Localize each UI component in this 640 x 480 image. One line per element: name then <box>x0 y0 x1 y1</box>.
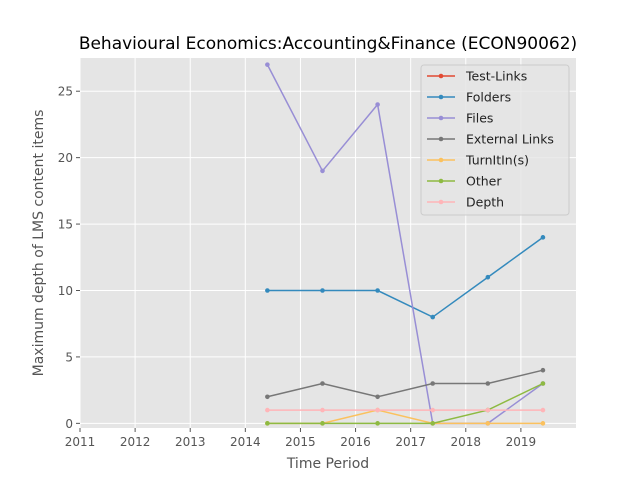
legend-label-test-links: Test-Links <box>465 69 527 84</box>
data-point-external-links <box>375 394 380 400</box>
x-tick-label: 2015 <box>285 435 316 449</box>
data-point-folders <box>540 235 546 240</box>
x-axis-ticks: 2011 2012 2013 2014 2015 2016 2017 2018 2019 <box>65 428 536 449</box>
series-line-folders <box>267 236 544 318</box>
x-tick-label: 2012 <box>120 435 151 449</box>
legend-label-folders: Folders <box>466 90 511 105</box>
legend-marker-depth <box>438 199 444 205</box>
data-point-depth <box>320 407 325 413</box>
legend-label-other: Other <box>466 174 502 189</box>
data-point-folders <box>375 288 380 293</box>
legend-label-depth: Depth <box>466 195 504 210</box>
data-point-external-links <box>265 394 270 400</box>
y-tick-label: 15 <box>58 218 73 232</box>
series-lines <box>265 62 546 426</box>
data-point-external-links <box>540 367 546 373</box>
data-point-files <box>320 168 325 174</box>
data-point-folders <box>430 314 436 320</box>
legend-label-files: Files <box>466 111 493 126</box>
chart-title: Behavioural Economics:Accounting&Finance… <box>79 34 577 54</box>
data-point-other <box>375 421 380 426</box>
y-axis-ticks: 0 5 10 15 20 25 <box>58 85 80 431</box>
data-point-folders <box>485 274 491 280</box>
legend: Test-Links Folders Files External Links Turn… <box>420 64 570 216</box>
y-tick-label: 20 <box>58 151 73 165</box>
data-point-folders <box>265 288 270 293</box>
data-point-other <box>430 421 436 426</box>
y-axis-label: Maximum depth of LMS content items <box>31 110 47 377</box>
data-point-files <box>265 62 270 67</box>
x-tick-label: 2018 <box>451 435 482 449</box>
data-point-external-links <box>320 381 325 386</box>
legend-marker-test-links <box>438 73 444 79</box>
data-point-external-links <box>430 381 436 386</box>
x-tick-label: 2016 <box>340 435 371 449</box>
series-line-external-links <box>267 369 544 398</box>
y-tick-label: 0 <box>65 417 73 431</box>
x-tick-label: 2011 <box>65 435 96 449</box>
data-point-files <box>375 102 380 107</box>
data-point-turnitin-s <box>485 421 491 426</box>
y-tick-label: 5 <box>65 350 73 364</box>
x-axis-label: Time Period <box>286 456 369 472</box>
legend-marker-files <box>438 115 444 121</box>
x-tick-label: 2014 <box>230 435 261 449</box>
data-point-external-links <box>485 381 491 386</box>
y-tick-label: 10 <box>58 284 73 298</box>
data-point-other <box>265 421 270 426</box>
series-line-other <box>267 382 544 425</box>
legend-marker-folders <box>438 94 444 100</box>
data-point-other <box>540 381 546 386</box>
x-tick-label: 2019 <box>506 435 537 449</box>
legend-marker-turnitin-s <box>438 157 444 163</box>
legend-box <box>420 64 570 216</box>
legend-label-turnitin-s: TurnItIn(s) <box>465 153 529 168</box>
x-tick-label: 2013 <box>175 435 206 449</box>
data-point-other <box>320 421 325 426</box>
data-point-turnitin-s <box>540 421 546 426</box>
legend-marker-external-links <box>438 136 444 142</box>
data-point-folders <box>320 288 325 293</box>
data-point-depth <box>375 407 380 413</box>
x-tick-label: 2017 <box>395 435 426 449</box>
legend-label-external-links: External Links <box>466 132 554 147</box>
data-point-depth <box>430 407 436 413</box>
legend-marker-other <box>438 178 444 184</box>
data-point-depth <box>265 407 270 413</box>
data-point-depth <box>540 407 546 413</box>
series-line-files <box>266 64 544 425</box>
data-point-depth <box>485 407 491 413</box>
y-tick-label: 25 <box>58 85 73 99</box>
